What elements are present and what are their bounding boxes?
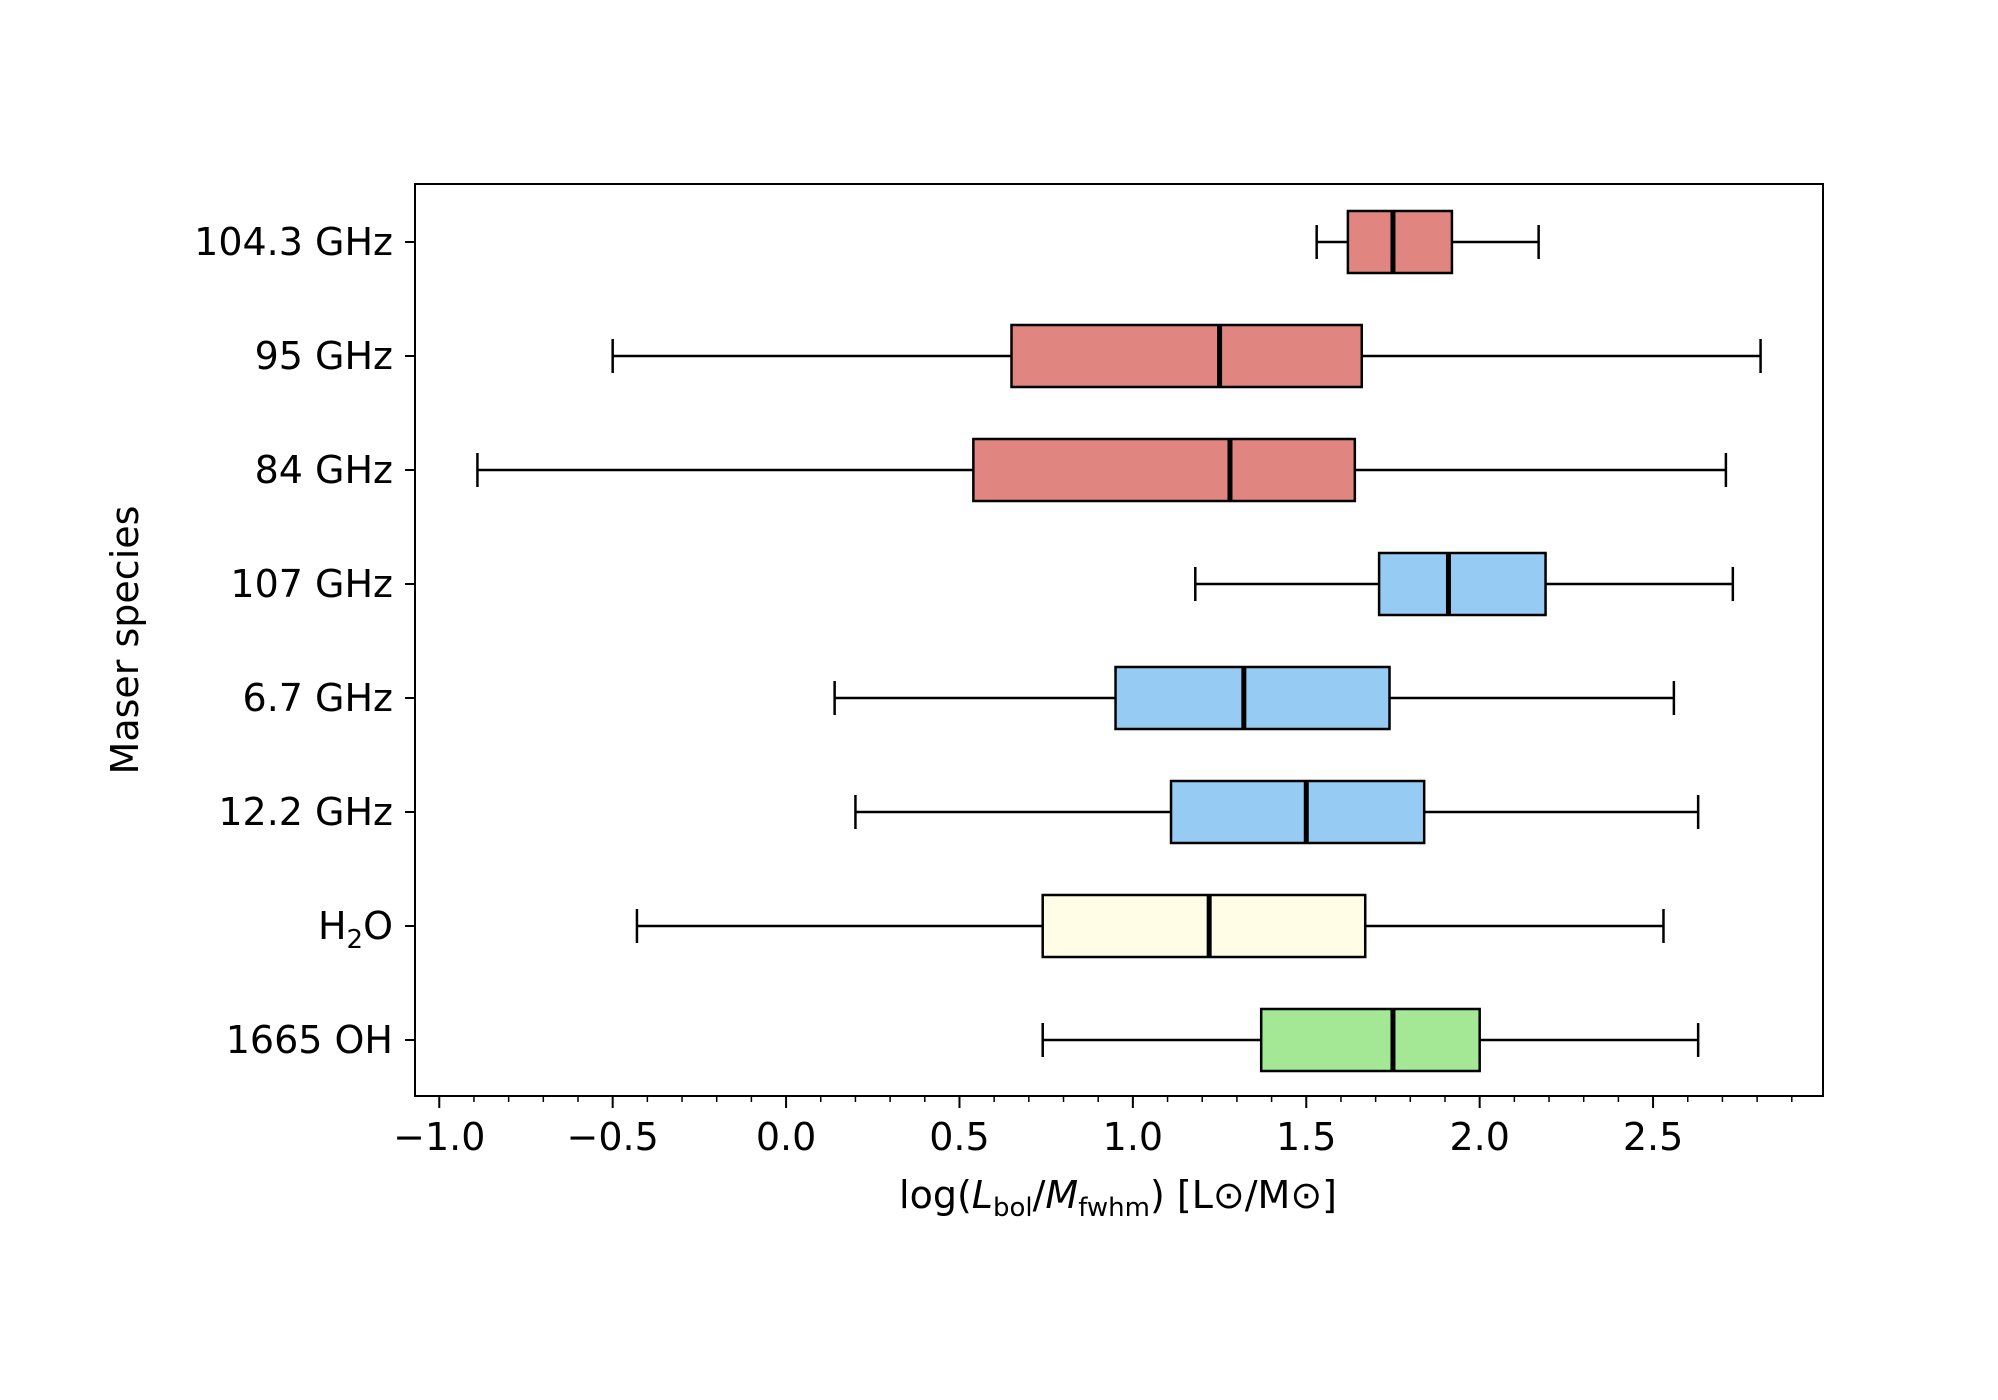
box-series-3	[1194, 551, 1735, 617]
category-label-main: 1665 OH	[226, 1018, 393, 1062]
iqr-box	[1010, 323, 1364, 389]
x-tick-label: 2.5	[1623, 1115, 1683, 1159]
category-label: 12.2 GHz	[218, 790, 393, 834]
iqr-box	[1041, 893, 1367, 959]
category-label-main: H	[318, 904, 347, 948]
category-label: 107 GHz	[230, 562, 393, 606]
category-label: 1665 OH	[226, 1018, 393, 1062]
category-label: 84 GHz	[255, 448, 393, 492]
x-tick-label: 1.0	[1103, 1115, 1163, 1159]
category-label-main: 6.7 GHz	[243, 676, 393, 720]
y-axis-label: Maser species	[103, 506, 147, 775]
box-series-1	[611, 323, 1762, 389]
category-label-main: 95 GHz	[255, 334, 393, 378]
category-label-tail: O	[363, 904, 393, 948]
box-series-0	[1315, 209, 1540, 275]
x-axis-ticks: −1.0 −0.5 0.0 0.5 1.0 1.5 2.0 2.5	[393, 1096, 1793, 1159]
category-label: 6.7 GHz	[243, 676, 393, 720]
category-label-main: 12.2 GHz	[218, 790, 393, 834]
category-label: 104.3 GHz	[194, 220, 393, 264]
x-tick-label: 0.5	[929, 1115, 989, 1159]
x-tick-label: 0.0	[756, 1115, 816, 1159]
category-label: 95 GHz	[255, 334, 393, 378]
category-label-sub: 2	[347, 925, 364, 955]
plot-frame	[414, 183, 1824, 1097]
iqr-box	[1114, 665, 1391, 731]
category-label-main: 104.3 GHz	[194, 220, 393, 264]
iqr-box	[1346, 209, 1454, 275]
x-tick-label: 1.5	[1276, 1115, 1336, 1159]
box-series-2	[476, 437, 1728, 503]
category-label-main: 107 GHz	[230, 562, 393, 606]
x-tick-label: −1.0	[393, 1115, 485, 1159]
iqr-box	[1259, 1007, 1481, 1073]
box-series-6	[635, 893, 1665, 959]
box-series-7	[1041, 1007, 1700, 1073]
category-label-main: 84 GHz	[255, 448, 393, 492]
x-axis-label: log(Lbol/Mfwhm) [L⊙/M⊙]	[899, 1173, 1337, 1223]
x-tick-label: 2.0	[1449, 1115, 1509, 1159]
box-series-4	[833, 665, 1676, 731]
iqr-box	[1377, 551, 1547, 617]
iqr-box	[1169, 779, 1426, 845]
boxes-layer	[476, 209, 1762, 1073]
x-tick-label: −0.5	[567, 1115, 659, 1159]
category-label: H2O	[318, 904, 393, 955]
box-series-5	[854, 779, 1700, 845]
iqr-box	[972, 437, 1357, 503]
y-axis-categories: 104.3 GHz 95 GHz 84 GHz 107 GHz 6.7 GHz 12.2 …	[194, 220, 415, 1062]
